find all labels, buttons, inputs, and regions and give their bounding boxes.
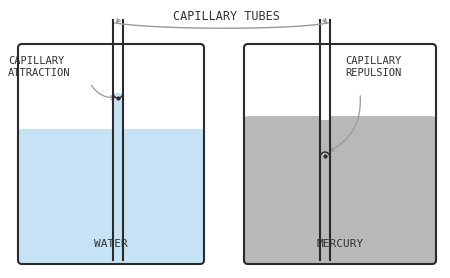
Bar [320,120,330,158]
Text: WATER: WATER [94,239,128,249]
Text: CAPILLARY
REPULSION: CAPILLARY REPULSION [345,56,401,78]
Text: MERCURY: MERCURY [316,239,364,249]
Bar [320,20,330,120]
FancyBboxPatch shape [244,116,436,264]
Text: CAPILLARY TUBES: CAPILLARY TUBES [172,10,279,23]
FancyBboxPatch shape [18,129,204,264]
Bar [113,93,123,133]
Text: CAPILLARY
ATTRACTION: CAPILLARY ATTRACTION [8,56,71,78]
